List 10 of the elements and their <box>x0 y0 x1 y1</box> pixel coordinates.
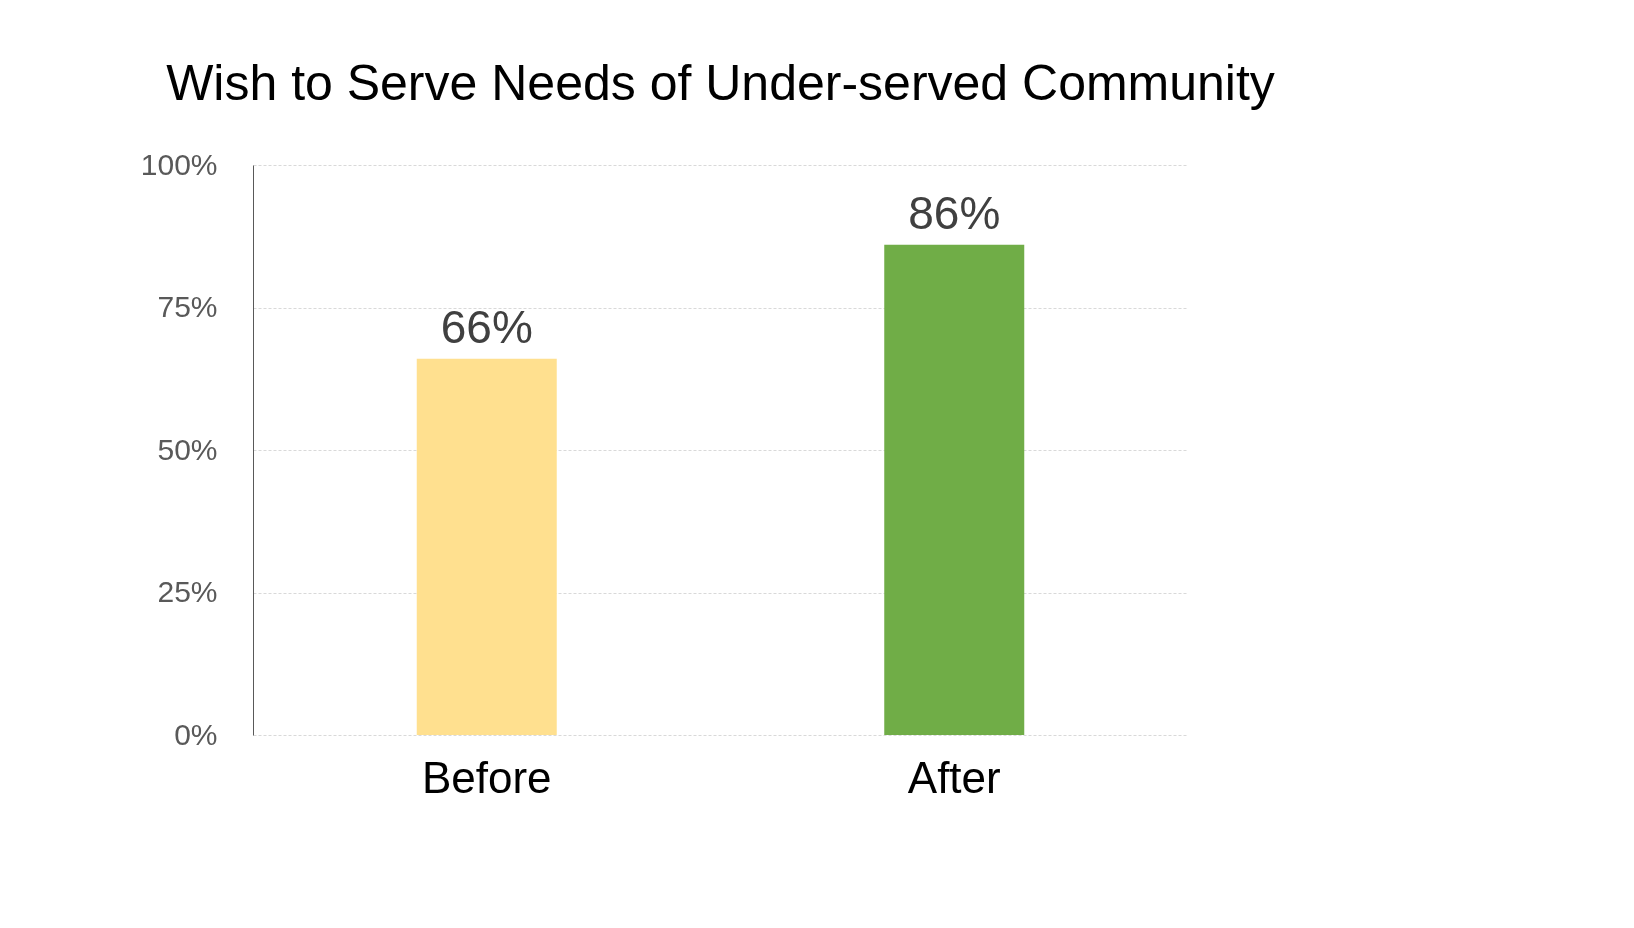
x-tick-label: After <box>907 752 1001 802</box>
data-label: 86% <box>908 186 1001 239</box>
chart-title: Wish to Serve Needs of Under-served Community <box>166 55 1275 111</box>
y-tick-label: 0% <box>174 717 218 751</box>
data-label: 66% <box>440 300 533 353</box>
y-tick-label: 25% <box>157 575 218 608</box>
x-tick-label: Before <box>421 752 552 802</box>
y-tick-label: 100% <box>140 147 218 181</box>
y-tick-label: 50% <box>157 432 218 466</box>
y-tick-label: 75% <box>157 290 218 323</box>
